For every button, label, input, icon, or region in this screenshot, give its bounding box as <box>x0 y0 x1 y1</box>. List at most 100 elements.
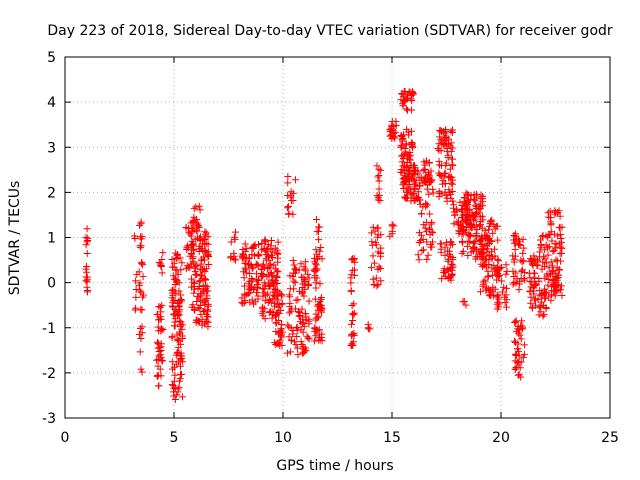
data-point <box>368 238 376 246</box>
data-point <box>445 174 453 182</box>
data-point <box>270 281 278 289</box>
data-point <box>136 279 144 287</box>
data-point <box>173 391 181 399</box>
data-point <box>204 302 212 310</box>
data-point <box>408 175 416 183</box>
data-point <box>83 225 91 233</box>
data-point <box>545 243 553 251</box>
data-point <box>349 255 357 263</box>
data-point <box>425 159 433 167</box>
data-point <box>517 267 525 275</box>
data-point <box>530 252 538 260</box>
data-point <box>414 251 422 259</box>
data-point <box>248 278 256 286</box>
data-point <box>274 238 282 246</box>
data-point <box>510 337 518 345</box>
data-point <box>437 240 445 248</box>
data-point <box>438 138 446 146</box>
data-point <box>175 328 183 336</box>
y-tick-label: 0 <box>47 276 56 292</box>
data-point <box>297 326 305 334</box>
data-point <box>192 203 200 211</box>
data-point <box>514 340 522 348</box>
data-point <box>472 253 480 261</box>
data-point <box>470 239 478 247</box>
data-point <box>548 237 556 245</box>
data-point <box>251 252 259 260</box>
data-point <box>253 260 261 268</box>
data-point <box>541 294 549 302</box>
data-point <box>313 228 321 236</box>
data-point <box>520 244 528 252</box>
data-point <box>513 235 521 243</box>
data-point <box>447 260 455 268</box>
data-point <box>551 292 559 300</box>
data-point <box>177 340 185 348</box>
data-point <box>441 169 449 177</box>
data-point <box>291 338 299 346</box>
data-point <box>285 210 293 218</box>
data-point <box>192 316 200 324</box>
data-point <box>428 228 436 236</box>
data-point <box>466 212 474 220</box>
data-point <box>192 263 200 271</box>
data-point <box>258 272 266 280</box>
data-point <box>415 238 423 246</box>
x-axis-label: GPS time / hours <box>276 458 393 474</box>
data-point <box>423 255 431 263</box>
x-tick-label: 10 <box>274 430 292 446</box>
data-point <box>292 176 300 184</box>
y-tick-label: 1 <box>47 231 56 247</box>
data-point <box>515 286 523 294</box>
data-point <box>299 319 307 327</box>
data-point <box>315 223 323 231</box>
data-point <box>370 259 378 267</box>
data-point <box>444 247 452 255</box>
data-point <box>315 253 323 261</box>
y-tick-label: -1 <box>42 321 56 337</box>
data-point <box>375 171 383 179</box>
data-point <box>189 301 197 309</box>
data-point <box>196 277 204 285</box>
data-point <box>175 383 183 391</box>
data-point <box>193 270 201 278</box>
data-point <box>408 142 416 150</box>
data-point <box>481 276 489 284</box>
data-point <box>448 188 456 196</box>
data-point <box>408 127 416 135</box>
data-point <box>375 165 383 173</box>
data-point <box>402 105 410 113</box>
data-point <box>441 243 449 251</box>
data-point <box>551 272 559 280</box>
data-point <box>136 348 144 356</box>
data-point <box>255 241 263 249</box>
data-point <box>168 332 176 340</box>
data-point <box>311 324 319 332</box>
data-point <box>296 312 304 320</box>
data-point <box>285 309 293 317</box>
data-point <box>202 287 210 295</box>
data-point <box>190 305 198 313</box>
data-point <box>531 296 539 304</box>
data-point <box>547 218 555 226</box>
data-point <box>461 206 469 214</box>
data-point <box>542 259 550 267</box>
data-point <box>293 332 301 340</box>
data-point <box>437 248 445 256</box>
data-point <box>83 283 91 291</box>
data-point <box>410 170 418 178</box>
data-point <box>82 233 90 241</box>
data-point <box>472 231 480 239</box>
data-point <box>545 264 553 272</box>
data-point <box>248 264 256 272</box>
data-points <box>82 87 566 404</box>
data-point <box>463 191 471 199</box>
data-point <box>201 256 209 264</box>
data-point <box>302 258 310 266</box>
data-point <box>521 276 529 284</box>
data-point <box>477 288 485 296</box>
data-point <box>388 221 396 229</box>
data-point <box>155 303 163 311</box>
data-point <box>558 292 566 300</box>
data-point <box>190 213 198 221</box>
